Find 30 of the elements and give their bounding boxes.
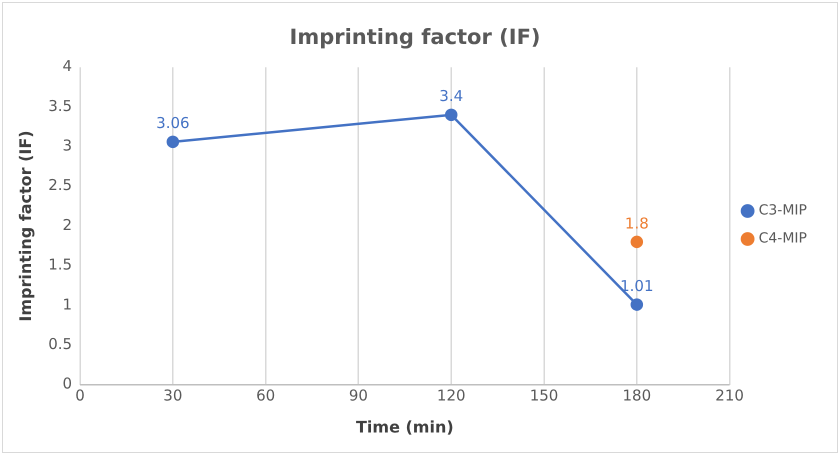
y-tick-label: 4: [62, 57, 72, 76]
legend-label: C3-MIP: [758, 202, 808, 219]
y-tick-label: 0: [62, 374, 72, 393]
y-tick-label: 2: [62, 216, 72, 234]
x-tick-label: 90: [348, 386, 368, 405]
x-tick-label: 210: [715, 386, 744, 405]
x-tick-label: 60: [256, 386, 276, 405]
legend-label: C4-MIP: [758, 230, 808, 247]
y-tick-label: 3.5: [48, 96, 72, 115]
point: [630, 236, 644, 248]
chart-title: Imprinting factor (IF): [289, 25, 541, 50]
y-tick-label: 1: [62, 295, 72, 314]
data-label: 3.4: [439, 87, 464, 106]
x-tick-label: 120: [436, 386, 466, 405]
y-tick-label: 2.5: [48, 176, 72, 194]
point: [630, 298, 644, 311]
data-label: 3.06: [156, 114, 190, 132]
x-tick-label: 30: [163, 386, 182, 405]
x-tick-label: 0: [75, 386, 85, 405]
x-axis-title: Time (min): [356, 418, 454, 437]
y-axis-title: Imprinting factor (IF): [16, 130, 35, 322]
x-tick-label: 180: [622, 386, 652, 405]
y-tick-label: 3: [62, 136, 72, 154]
y-tick-label: 0.5: [48, 334, 72, 353]
data-label: 1.8: [624, 214, 649, 232]
data-label: 1.01: [620, 276, 654, 295]
point: [444, 108, 458, 122]
point: [166, 136, 180, 148]
y-tick-label: 1.5: [48, 256, 72, 274]
x-tick-label: 150: [530, 386, 558, 405]
